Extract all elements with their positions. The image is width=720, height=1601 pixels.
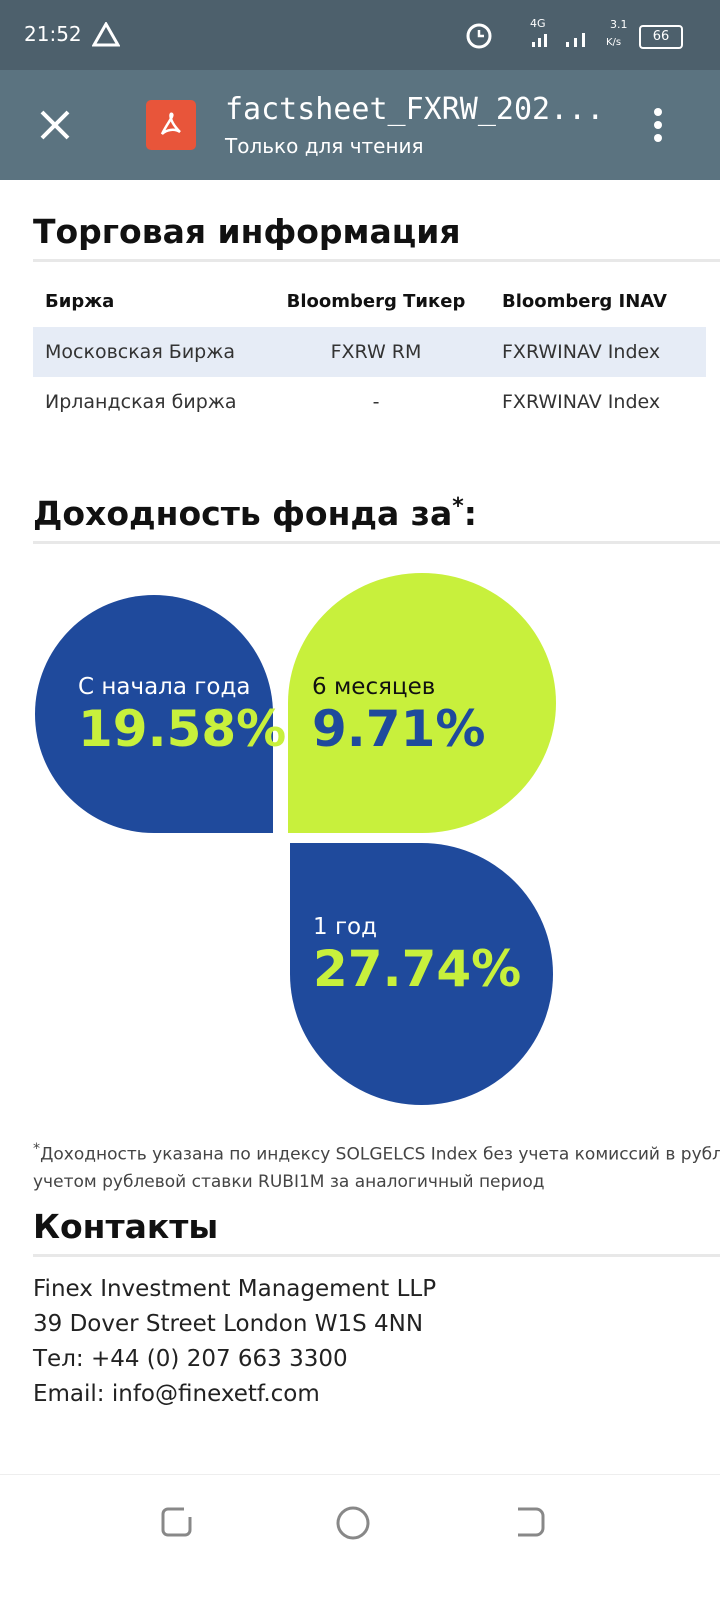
return-value: 19.58% — [78, 700, 287, 758]
return-value: 9.71% — [312, 700, 486, 758]
pdf-icon — [146, 100, 196, 150]
table-cell: FXRWINAV Index — [502, 341, 661, 363]
table-header: Bloomberg Тикер — [286, 291, 466, 312]
title-mark: * — [452, 494, 464, 519]
file-title: factsheet_FXRW_202... — [225, 92, 605, 127]
alarm-icon — [466, 23, 492, 49]
footnote: *Доходность указана по индексу SOLGELCS … — [33, 1136, 720, 1196]
footnote-text: учетом рублевой ставки RUBI1M за аналоги… — [33, 1171, 545, 1192]
contact-line: Email: info@finexetf.com — [33, 1381, 320, 1407]
battery: 66 — [639, 25, 683, 49]
table-cell: - — [372, 391, 380, 413]
net-speed-unit: K/s — [606, 37, 622, 48]
menu-button[interactable] — [648, 106, 668, 146]
clock: 21:52 — [24, 22, 82, 46]
home-button[interactable] — [335, 1505, 371, 1541]
nav-icon — [92, 22, 120, 47]
return-label: С начала года — [78, 674, 251, 700]
table-cell: FXRW RM — [330, 341, 422, 363]
contact-line: 39 Dover Street London W1S 4NN — [33, 1311, 424, 1337]
back-button[interactable] — [512, 1505, 546, 1539]
return-petal — [35, 595, 273, 833]
return-label: 1 год — [313, 914, 378, 940]
table-cell: FXRWINAV Index — [502, 391, 661, 413]
status-bar: 21:52 4G 3.1 K/s 66 — [0, 0, 720, 70]
footnote-text: Доходность указана по индексу SOLGELCS I… — [40, 1144, 720, 1165]
section-title: Контакты — [33, 1207, 219, 1246]
close-button[interactable] — [38, 108, 72, 142]
network-type: 4G — [530, 17, 546, 30]
return-petal — [290, 843, 553, 1105]
signal-icon — [532, 33, 585, 47]
section-title: Доходность фонда за*: — [33, 494, 477, 533]
contact-line: Finex Investment Management LLP — [33, 1276, 437, 1302]
footnote-mark: * — [33, 1141, 41, 1157]
return-label: 6 месяцев — [312, 674, 436, 700]
divider — [33, 1254, 720, 1257]
title-suffix: : — [463, 494, 477, 533]
section-title: Торговая информация — [33, 212, 461, 251]
divider — [33, 259, 720, 262]
table-header: Биржа — [45, 291, 115, 312]
return-value: 27.74% — [313, 940, 522, 998]
recents-button[interactable] — [160, 1505, 194, 1539]
table-cell: Ирландская биржа — [45, 391, 237, 413]
table-cell: Московская Биржа — [45, 341, 235, 363]
title-text: Доходность фонда за — [33, 494, 453, 533]
app-bar: factsheet_FXRW_202... Только для чтения — [0, 70, 720, 180]
contact-line: Тел: +44 (0) 207 663 3300 — [33, 1346, 348, 1372]
divider — [33, 541, 720, 544]
return-petal — [288, 573, 556, 833]
table-header: Bloomberg INAV — [502, 291, 667, 312]
navigation-bar — [0, 1474, 720, 1601]
file-subtitle: Только для чтения — [225, 134, 424, 158]
net-speed: 3.1 — [610, 18, 628, 31]
row-highlight — [33, 327, 706, 377]
